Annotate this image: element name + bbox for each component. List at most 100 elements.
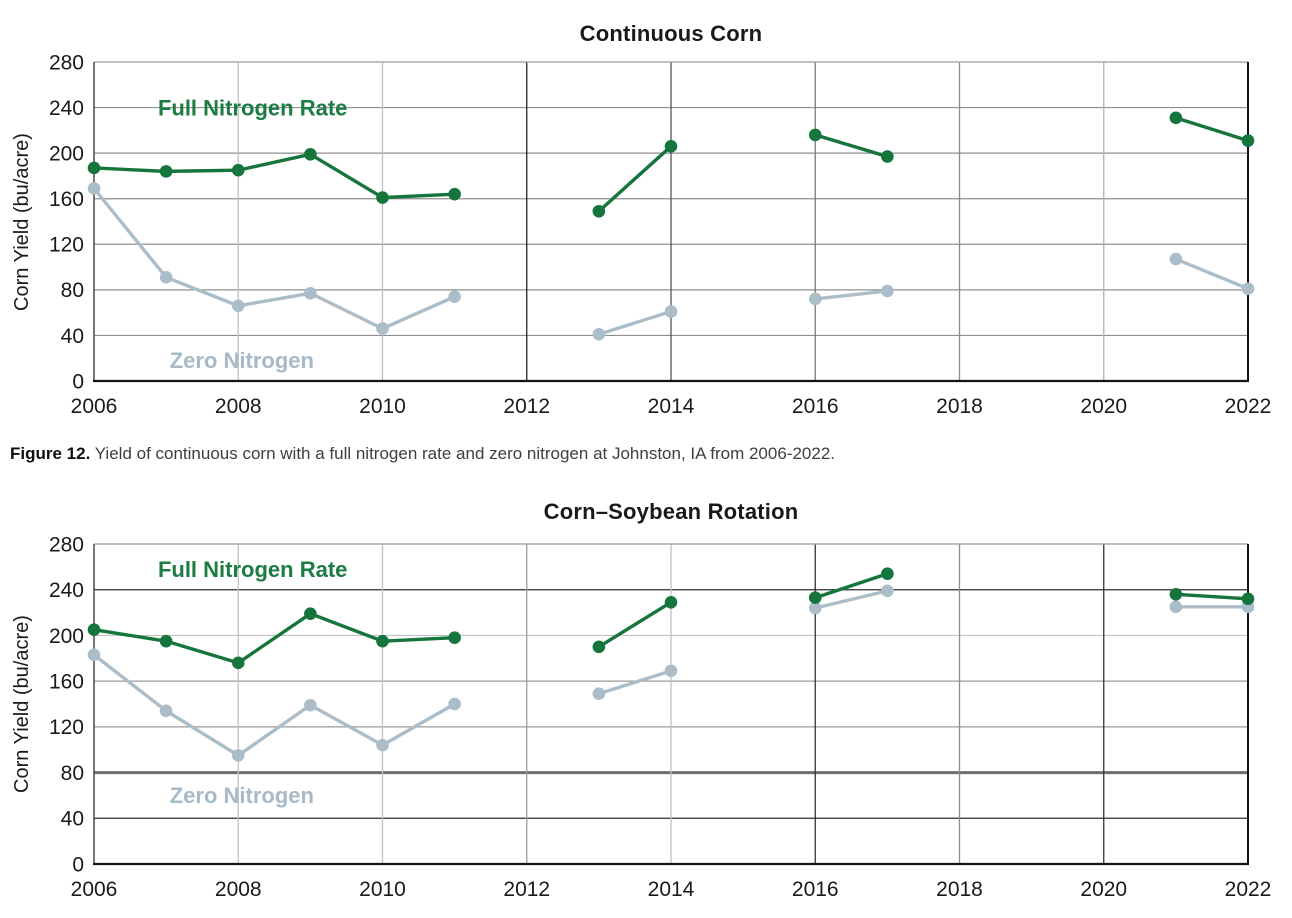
- y-axis-label-top-chart: Corn Yield (bu/acre): [11, 133, 33, 311]
- series-line-zero-nitrogen: [598, 309, 672, 336]
- series-zero-nitrogen: [87, 584, 1255, 762]
- series-line-zero-nitrogen: [1175, 257, 1249, 291]
- data-point-zero-nitrogen-2009: [304, 698, 317, 712]
- data-point-zero-nitrogen-2006: [87, 182, 101, 195]
- y-axis-label-bottom-chart: Corn Yield (bu/acre): [11, 615, 33, 793]
- series-line-full-nitrogen-rate: [1175, 592, 1249, 601]
- data-point-full-nitrogen-rate-2022: [1241, 134, 1255, 147]
- data-point-zero-nitrogen-2013: [592, 687, 606, 701]
- data-point-full-nitrogen-rate-2008: [231, 656, 245, 670]
- data-point-full-nitrogen-rate-2007: [159, 165, 173, 178]
- x-tick-label-2012: 2012: [503, 395, 550, 418]
- series-line-full-nitrogen-rate: [814, 572, 888, 600]
- series-line-zero-nitrogen: [92, 653, 456, 758]
- data-point-full-nitrogen-rate-2007: [159, 634, 173, 648]
- x-tick-label-2018: 2018: [936, 395, 983, 418]
- data-point-full-nitrogen-rate-2013: [592, 204, 606, 218]
- chart-title-continuous-corn: Continuous Corn: [579, 21, 763, 46]
- data-point-zero-nitrogen-2007: [159, 271, 173, 284]
- x-tick-label-2014: 2014: [648, 395, 695, 418]
- figure-caption-number: Figure 12.: [10, 444, 91, 463]
- data-point-full-nitrogen-rate-2017: [881, 150, 894, 163]
- x-tick-label-2012: 2012: [503, 878, 550, 901]
- data-point-zero-nitrogen-2016: [808, 292, 822, 306]
- series-line-full-nitrogen-rate: [93, 152, 455, 200]
- y-tick-label-160: 160: [49, 670, 84, 693]
- y-tick-label-200: 200: [49, 142, 84, 165]
- series-label-full-nitrogen-rate: Full Nitrogen Rate: [158, 557, 347, 582]
- x-tick-label-2020: 2020: [1080, 395, 1127, 418]
- x-tick-label-2022: 2022: [1225, 395, 1272, 418]
- data-point-zero-nitrogen-2016: [808, 601, 822, 615]
- y-tick-label-240: 240: [49, 97, 84, 120]
- x-tick-label-2010: 2010: [359, 878, 406, 901]
- series-zero-nitrogen: [87, 182, 1255, 341]
- x-tick-label-2006: 2006: [71, 395, 118, 418]
- data-point-zero-nitrogen-2010: [376, 738, 389, 752]
- y-tick-label-120: 120: [49, 234, 84, 257]
- x-tick-label-2016: 2016: [792, 878, 839, 901]
- x-tick-label-2008: 2008: [215, 395, 262, 418]
- data-point-zero-nitrogen-2014: [664, 305, 678, 318]
- data-point-zero-nitrogen-2007: [159, 704, 173, 718]
- data-point-zero-nitrogen-2008: [231, 749, 245, 762]
- y-tick-label-80: 80: [61, 279, 84, 302]
- series-label-zero-nitrogen: Zero Nitrogen: [170, 783, 314, 808]
- data-point-full-nitrogen-rate-2009: [304, 147, 317, 161]
- figure-caption-text: Yield of continuous corn with a full nit…: [90, 444, 836, 463]
- data-point-full-nitrogen-rate-2011: [448, 631, 461, 645]
- data-point-full-nitrogen-rate-2010: [376, 191, 389, 204]
- data-point-zero-nitrogen-2021: [1169, 600, 1183, 614]
- x-tick-label-2020: 2020: [1080, 878, 1127, 901]
- y-tick-label-80: 80: [61, 762, 84, 785]
- y-tick-label-240: 240: [49, 579, 84, 602]
- data-point-full-nitrogen-rate-2014: [664, 595, 678, 609]
- data-point-full-nitrogen-rate-2010: [376, 634, 389, 648]
- x-tick-label-2018: 2018: [936, 878, 983, 901]
- data-point-zero-nitrogen-2006: [87, 648, 101, 662]
- series-line-full-nitrogen-rate: [1175, 116, 1249, 143]
- data-point-zero-nitrogen-2022: [1241, 282, 1255, 296]
- data-point-zero-nitrogen-2014: [664, 664, 678, 678]
- data-point-full-nitrogen-rate-2013: [592, 640, 606, 654]
- series-line-full-nitrogen-rate: [814, 133, 888, 159]
- data-point-full-nitrogen-rate-2006: [87, 161, 101, 175]
- data-point-full-nitrogen-rate-2021: [1169, 587, 1183, 601]
- data-point-full-nitrogen-rate-2008: [231, 163, 245, 177]
- series-line-full-nitrogen-rate: [597, 600, 672, 649]
- x-tick-label-2022: 2022: [1225, 878, 1272, 901]
- data-point-full-nitrogen-rate-2021: [1169, 111, 1183, 125]
- data-point-full-nitrogen-rate-2014: [664, 140, 678, 153]
- data-point-full-nitrogen-rate-2017: [881, 567, 894, 581]
- data-point-full-nitrogen-rate-2016: [808, 128, 822, 142]
- y-tick-label-200: 200: [49, 625, 84, 648]
- data-point-zero-nitrogen-2010: [376, 322, 389, 335]
- data-point-zero-nitrogen-2008: [231, 299, 245, 313]
- data-point-full-nitrogen-rate-2016: [808, 591, 822, 605]
- y-tick-label-280: 280: [49, 51, 84, 74]
- data-point-zero-nitrogen-2011: [448, 697, 461, 711]
- series-line-full-nitrogen-rate: [597, 145, 673, 213]
- data-point-full-nitrogen-rate-2022: [1241, 592, 1255, 606]
- series-line-full-nitrogen-rate: [93, 611, 455, 665]
- chart-corn-soybean-rotation: 0 40 80 120 160 200 240 280 2006 2008 2010 2012 2014…: [49, 533, 1271, 901]
- data-point-zero-nitrogen-2021: [1169, 252, 1183, 266]
- series-line-zero-nitrogen: [92, 187, 456, 331]
- x-tick-label-2016: 2016: [792, 395, 839, 418]
- data-point-full-nitrogen-rate-2006: [87, 623, 101, 637]
- data-point-zero-nitrogen-2017: [881, 584, 894, 598]
- series-line-zero-nitrogen: [815, 289, 888, 301]
- series-line-zero-nitrogen: [598, 669, 672, 696]
- x-tick-label-2008: 2008: [215, 878, 262, 901]
- y-tick-label-40: 40: [61, 808, 84, 831]
- data-point-zero-nitrogen-2011: [448, 290, 461, 303]
- data-point-zero-nitrogen-2013: [592, 327, 606, 341]
- data-point-full-nitrogen-rate-2009: [304, 607, 317, 621]
- y-tick-label-120: 120: [49, 716, 84, 739]
- series-label-zero-nitrogen: Zero Nitrogen: [170, 348, 314, 373]
- data-point-zero-nitrogen-2009: [304, 286, 317, 300]
- figure-caption: Figure 12. Yield of continuous corn with…: [10, 444, 1280, 464]
- y-tick-label-40: 40: [61, 325, 84, 348]
- x-tick-label-2010: 2010: [359, 395, 406, 418]
